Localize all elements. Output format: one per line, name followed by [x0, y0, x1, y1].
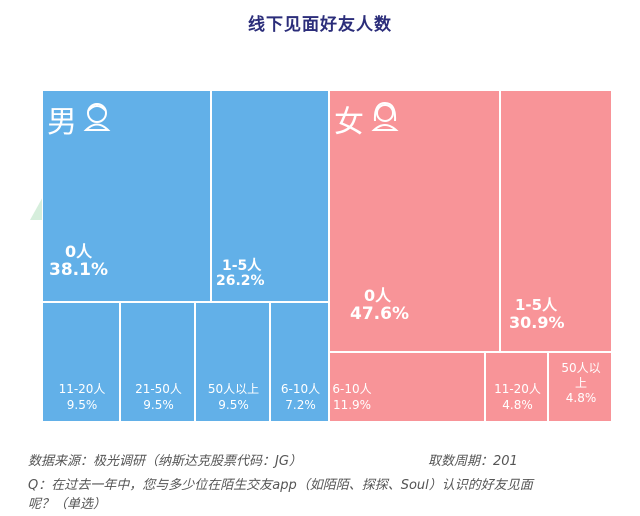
male-legend-label: 男 [47, 105, 77, 140]
tile-female-6-10: 6-10人 11.9% [329, 352, 485, 422]
female-50plus-label: 50人以上 4.8% [549, 361, 613, 406]
tile-female-50plus: 50人以上 4.8% [548, 352, 612, 422]
tile-male-0: 男 0人 38.1% [42, 90, 211, 302]
female-11-20-label: 11-20人 4.8% [486, 381, 549, 413]
male-6-10-value: 7.2% [285, 398, 316, 413]
question-note: Q：在过去一年中，您与多少位在陌生交友app（如陌陌、探探、Soul）认识的好友… [28, 478, 533, 493]
male-1-5-label: 1-5人 26.2% [216, 258, 265, 290]
female-1-5-value: 30.9% [509, 312, 565, 332]
male-avatar-icon [83, 103, 111, 131]
female-11-20-value: 4.8% [502, 398, 533, 413]
female-0-value: 47.6% [350, 303, 409, 324]
female-0-label: 0人 47.6% [350, 287, 409, 323]
male-0-category: 0人 [65, 242, 93, 261]
chart-title: 线下见面好友人数 [248, 15, 392, 35]
data-period-note: 取数周期：201 [428, 454, 518, 469]
male-21-50-value: 9.5% [143, 398, 174, 413]
tile-male-11-20: 11-20人 9.5% [42, 302, 120, 422]
tile-male-50plus: 50人以上 9.5% [195, 302, 270, 422]
tile-male-21-50: 21-50人 9.5% [120, 302, 195, 422]
male-11-20-label: 11-20人 9.5% [43, 381, 121, 413]
tile-male-6-10: 6-10人 7.2% [270, 302, 329, 422]
female-50plus-category: 50人以上 [561, 361, 601, 390]
female-1-5-label: 1-5人 30.9% [509, 297, 565, 331]
female-0-category: 0人 [364, 286, 392, 305]
male-6-10-category: 6-10人 [280, 382, 321, 396]
tile-female-1-5: 1-5人 30.9% [500, 90, 612, 352]
female-11-20-category: 11-20人 [494, 382, 541, 396]
male-6-10-label: 6-10人 7.2% [271, 381, 330, 413]
tile-male-1-5: 1-5人 26.2% [211, 90, 329, 302]
female-50plus-value: 4.8% [565, 391, 597, 405]
female-6-10-label: 6-10人 11.9% [330, 381, 374, 413]
male-0-label: 0人 38.1% [49, 243, 108, 279]
female-avatar-icon [371, 101, 399, 131]
male-1-5-category: 1-5人 [222, 258, 262, 274]
male-50plus-category: 50人以上 [207, 382, 260, 396]
male-0-value: 38.1% [49, 259, 108, 280]
male-50plus-value: 9.5% [218, 398, 249, 413]
male-50plus-label: 50人以上 9.5% [196, 381, 271, 413]
tile-female-0: 女 0人 47.6% [329, 90, 500, 352]
question-note-line2: 呢？（单选） [28, 497, 107, 512]
male-21-50-label: 21-50人 9.5% [121, 381, 196, 413]
male-11-20-value: 9.5% [66, 398, 98, 413]
tile-female-11-20: 11-20人 4.8% [485, 352, 548, 422]
data-source-note: 数据来源：极光调研（纳斯达克股票代码：JG） [28, 454, 302, 469]
male-1-5-value: 26.2% [216, 273, 265, 290]
female-1-5-category: 1-5人 [515, 296, 558, 314]
female-legend-label: 女 [334, 105, 364, 140]
male-21-50-category: 21-50人 [135, 382, 182, 396]
female-6-10-value: 11.9% [332, 398, 372, 413]
female-6-10-category: 6-10人 [332, 382, 372, 396]
male-11-20-category: 11-20人 [58, 382, 106, 396]
